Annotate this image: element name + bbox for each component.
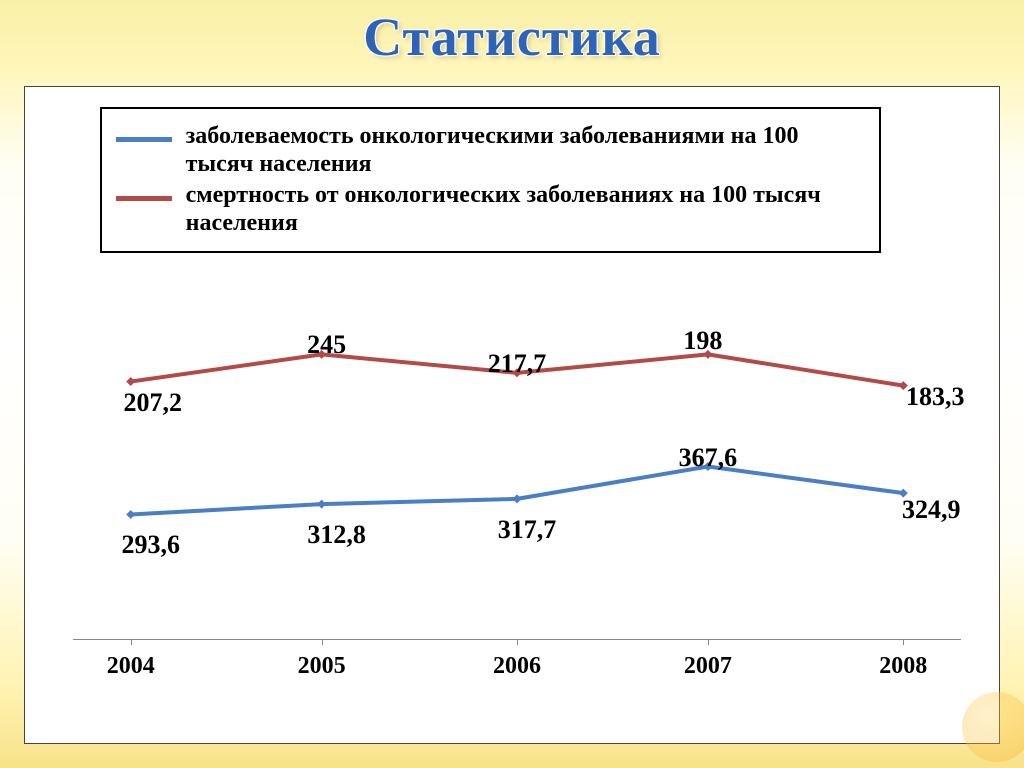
chart-plot-area: заболеваемость онкологическими заболеван… bbox=[73, 107, 961, 685]
series-marker bbox=[126, 377, 135, 386]
data-label: 183,3 bbox=[906, 382, 965, 412]
data-label: 317,7 bbox=[498, 515, 557, 545]
data-label: 207,2 bbox=[123, 388, 182, 418]
decorative-circle bbox=[962, 692, 1024, 762]
data-label: 293,6 bbox=[121, 530, 180, 560]
data-label: 217,7 bbox=[488, 349, 547, 379]
chart-frame: заболеваемость онкологическими заболеван… bbox=[24, 86, 1000, 744]
page-title: Статистика bbox=[0, 6, 1024, 68]
data-label: 245 bbox=[307, 330, 346, 360]
series-marker bbox=[317, 500, 326, 509]
data-label: 312,8 bbox=[307, 520, 366, 550]
data-label: 324,9 bbox=[902, 495, 961, 525]
slide: Статистика заболеваемость онкологическим… bbox=[0, 0, 1024, 768]
chart-lines-svg bbox=[73, 107, 961, 685]
series-marker bbox=[126, 510, 135, 519]
series-marker bbox=[513, 494, 522, 503]
series-line-incidence bbox=[131, 467, 904, 515]
data-label: 198 bbox=[683, 326, 722, 356]
data-label: 367,6 bbox=[679, 443, 738, 473]
